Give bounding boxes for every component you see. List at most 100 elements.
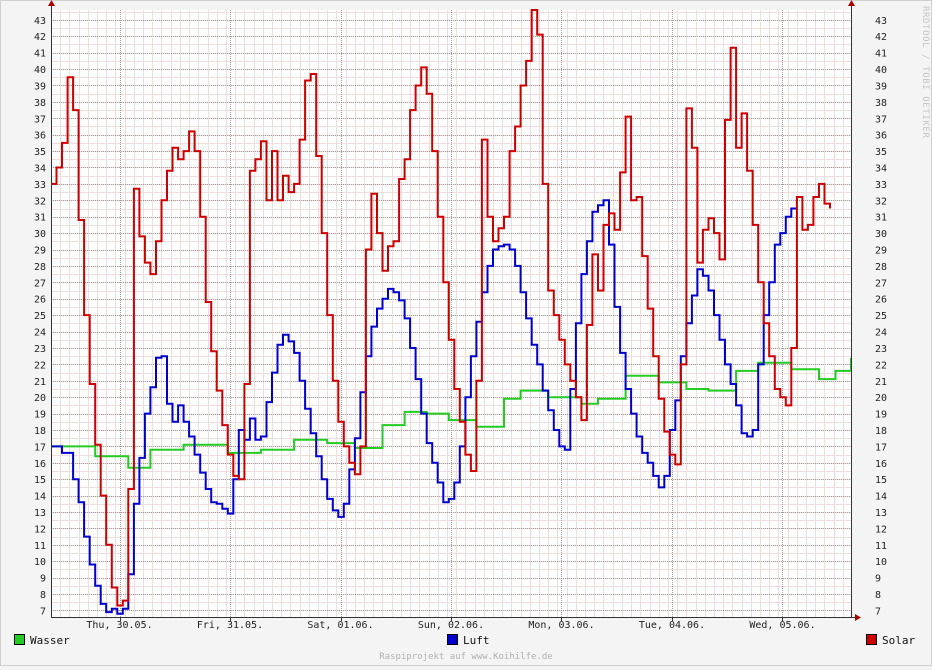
y-tick-label-left: 33	[34, 180, 46, 191]
y-tick-label-right: 14	[875, 492, 887, 503]
y-tick-label-right: 28	[875, 262, 887, 273]
y-tick-label-right: 12	[875, 524, 887, 535]
y-tick-label-right: 7	[875, 606, 881, 617]
y-tick-label-left: 21	[34, 377, 46, 388]
axis-layer	[48, 0, 861, 621]
y-tick-label-right: 26	[875, 295, 887, 306]
y-tick-label-left: 8	[40, 590, 46, 601]
x-tick-label: Wed, 05.06.	[749, 620, 815, 631]
footer-text: Raspiprojekt auf www.Koihilfe.de	[379, 652, 552, 662]
y-tick-label-right: 17	[875, 442, 887, 453]
y-tick-label-right: 21	[875, 377, 887, 388]
y-tick-label-left: 42	[34, 32, 46, 43]
x-tick-label: Tue, 04.06.	[639, 620, 705, 631]
y-tick-label-left: 36	[34, 131, 46, 142]
y-tick-label-right: 35	[875, 147, 887, 158]
legend-swatch-luft	[447, 634, 458, 645]
y-tick-label-right: 18	[875, 426, 887, 437]
y-tick-label-right: 13	[875, 508, 887, 519]
y-tick-label-left: 15	[34, 475, 46, 486]
legend-label-wasser: Wasser	[30, 634, 70, 647]
y-tick-label-right: 31	[875, 213, 887, 224]
x-tick-label: Sat, 01.06.	[307, 620, 373, 631]
y-tick-label-right: 19	[875, 410, 887, 421]
y-tick-label-left: 35	[34, 147, 46, 158]
y-tick-label-left: 11	[34, 541, 46, 552]
y-tick-label-left: 23	[34, 344, 46, 355]
y-tick-label-left: 38	[34, 98, 46, 109]
y-tick-label-right: 30	[875, 229, 887, 240]
y-tick-label-left: 29	[34, 246, 46, 257]
x-tick-label: Thu, 30.05.	[86, 620, 152, 631]
y-tick-label-left: 43	[34, 16, 46, 27]
legend: Wasser Luft Solar	[14, 634, 915, 647]
y-tick-label-right: 9	[875, 574, 881, 585]
y-tick-label-left: 19	[34, 410, 46, 421]
y-tick-label-right: 43	[875, 16, 887, 27]
y-tick-label-left: 10	[34, 557, 46, 568]
x-tick-label: Fri, 31.05.	[197, 620, 263, 631]
y-tick-label-right: 37	[875, 114, 887, 125]
y-tick-label-left: 22	[34, 360, 46, 371]
y-tick-label-left: 40	[34, 65, 46, 76]
y-tick-label-left: 13	[34, 508, 46, 519]
y-tick-label-left: 31	[34, 213, 46, 224]
legend-swatch-solar	[866, 634, 877, 645]
side-label: RRDTOOL / TOBI OETIKER	[920, 6, 930, 138]
y-tick-label-right: 10	[875, 557, 887, 568]
y-tick-label-left: 17	[34, 442, 46, 453]
y-tick-label-left: 27	[34, 278, 46, 289]
y-tick-label-left: 32	[34, 196, 46, 207]
y-tick-label-left: 16	[34, 459, 46, 470]
legend-swatch-wasser	[14, 634, 25, 645]
legend-label-luft: Luft	[463, 634, 490, 647]
y-tick-label-left: 25	[34, 311, 46, 322]
legend-label-solar: Solar	[882, 634, 915, 647]
y-tick-label-right: 36	[875, 131, 887, 142]
x-tick-label: Mon, 03.06.	[528, 620, 594, 631]
x-tick-labels: Thu, 30.05. Fri, 31.05. Sat, 01.06. Sun, 02…	[86, 620, 815, 631]
y-tick-label-right: 24	[875, 328, 887, 339]
y-tick-label-right: 42	[875, 32, 887, 43]
x-axis-arrow	[855, 614, 861, 621]
y-tick-label-right: 33	[875, 180, 887, 191]
y-tick-label-right: 32	[875, 196, 887, 207]
y-tick-label-right: 22	[875, 360, 887, 371]
y-tick-label-right: 38	[875, 98, 887, 109]
y-tick-label-right: 39	[875, 81, 887, 92]
y-tick-label-left: 14	[34, 492, 46, 503]
y-tick-label-right: 16	[875, 459, 887, 470]
y-tick-label-left: 18	[34, 426, 46, 437]
y-tick-labels: 7 7 8 8 9 9 10 10 11 11 12 12 13 13 14 14 15 15 16 16 17 17 18…	[34, 16, 887, 618]
y-tick-label-right: 25	[875, 311, 887, 322]
x-tick-label: Sun, 02.06.	[418, 620, 484, 631]
y-tick-label-left: 30	[34, 229, 46, 240]
y-tick-label-left: 28	[34, 262, 46, 273]
y-tick-label-right: 34	[875, 163, 887, 174]
y-tick-label-right: 29	[875, 246, 887, 257]
y-tick-label-right: 15	[875, 475, 887, 486]
y-tick-label-left: 20	[34, 393, 46, 404]
y-tick-label-right: 8	[875, 590, 881, 601]
series-layer	[51, 9, 852, 615]
y-tick-label-left: 41	[34, 49, 46, 60]
y-tick-label-right: 27	[875, 278, 887, 289]
y-axis-arrow-left	[48, 0, 55, 6]
series-line-solar	[51, 9, 831, 607]
y-tick-label-right: 40	[875, 65, 887, 76]
y-tick-label-left: 39	[34, 81, 46, 92]
y-tick-label-left: 26	[34, 295, 46, 306]
y-tick-label-left: 12	[34, 524, 46, 535]
y-tick-label-right: 23	[875, 344, 887, 355]
y-tick-label-left: 24	[34, 328, 46, 339]
y-tick-label-left: 34	[34, 163, 46, 174]
y-tick-label-left: 37	[34, 114, 46, 125]
y-tick-label-right: 41	[875, 49, 887, 60]
y-tick-label-right: 20	[875, 393, 887, 404]
y-tick-label-left: 7	[40, 606, 46, 617]
plot-area	[51, 10, 851, 617]
series-line-luft	[51, 199, 797, 615]
y-tick-label-right: 11	[875, 541, 887, 552]
